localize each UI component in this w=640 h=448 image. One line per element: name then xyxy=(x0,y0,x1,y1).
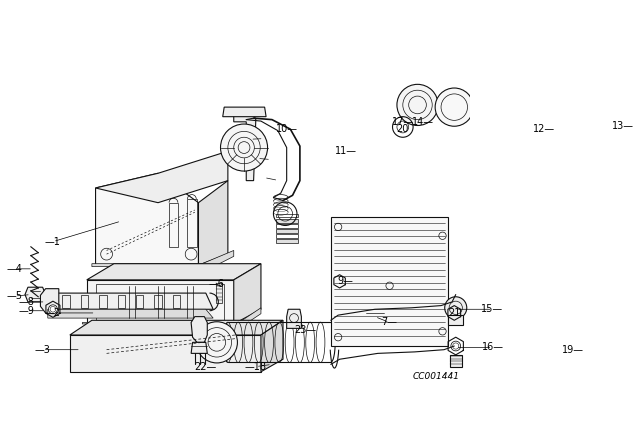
Text: 15—: 15— xyxy=(481,304,504,314)
Text: —5: —5 xyxy=(6,291,22,301)
Circle shape xyxy=(49,305,58,314)
Polygon shape xyxy=(216,283,222,303)
Text: 22—: 22— xyxy=(195,362,217,371)
Polygon shape xyxy=(87,264,261,280)
Text: —2: —2 xyxy=(45,308,61,318)
Text: 10—: 10— xyxy=(276,124,298,134)
Text: 9—: 9— xyxy=(337,276,353,286)
Text: —1: —1 xyxy=(45,237,61,247)
Circle shape xyxy=(450,309,458,317)
Text: —18: —18 xyxy=(245,362,267,371)
Polygon shape xyxy=(92,250,234,272)
Text: —6: —6 xyxy=(209,279,225,289)
Polygon shape xyxy=(234,115,256,181)
Circle shape xyxy=(336,278,343,285)
Text: CC001441: CC001441 xyxy=(412,372,460,381)
Polygon shape xyxy=(48,309,213,318)
Text: —9: —9 xyxy=(19,306,35,316)
Text: —3: —3 xyxy=(35,345,51,355)
Text: 12—: 12— xyxy=(533,124,555,134)
Circle shape xyxy=(196,322,237,363)
Text: —8: —8 xyxy=(19,297,35,307)
Polygon shape xyxy=(276,219,298,223)
Polygon shape xyxy=(450,355,461,366)
Polygon shape xyxy=(40,289,59,313)
Polygon shape xyxy=(276,239,298,243)
Text: 13—: 13— xyxy=(612,121,634,130)
Text: 16—: 16— xyxy=(481,342,504,353)
Polygon shape xyxy=(95,173,198,265)
Circle shape xyxy=(221,124,268,171)
Circle shape xyxy=(451,341,461,351)
Circle shape xyxy=(397,84,438,125)
Polygon shape xyxy=(223,107,266,116)
Text: 17—: 17— xyxy=(392,117,414,127)
Polygon shape xyxy=(234,264,261,324)
Polygon shape xyxy=(191,317,207,342)
Polygon shape xyxy=(95,151,228,202)
Polygon shape xyxy=(48,293,213,309)
Circle shape xyxy=(435,88,474,126)
Polygon shape xyxy=(87,280,234,324)
Polygon shape xyxy=(366,302,384,327)
Text: 14—: 14— xyxy=(412,117,434,127)
Polygon shape xyxy=(287,309,301,328)
Text: 23—: 23— xyxy=(294,325,316,335)
Text: 21: 21 xyxy=(448,308,460,318)
Polygon shape xyxy=(276,229,298,233)
Polygon shape xyxy=(70,335,261,372)
Text: —4: —4 xyxy=(7,264,22,274)
Polygon shape xyxy=(25,287,45,302)
Circle shape xyxy=(445,297,467,319)
Polygon shape xyxy=(331,217,449,346)
Polygon shape xyxy=(198,181,228,265)
Polygon shape xyxy=(83,308,261,330)
Polygon shape xyxy=(191,342,207,353)
Text: 19—: 19— xyxy=(563,345,584,355)
Polygon shape xyxy=(70,320,283,335)
Text: 7—: 7— xyxy=(381,318,397,327)
Polygon shape xyxy=(261,320,283,372)
Text: 20: 20 xyxy=(397,124,409,134)
Polygon shape xyxy=(449,315,463,325)
Text: 11—: 11— xyxy=(335,146,356,156)
